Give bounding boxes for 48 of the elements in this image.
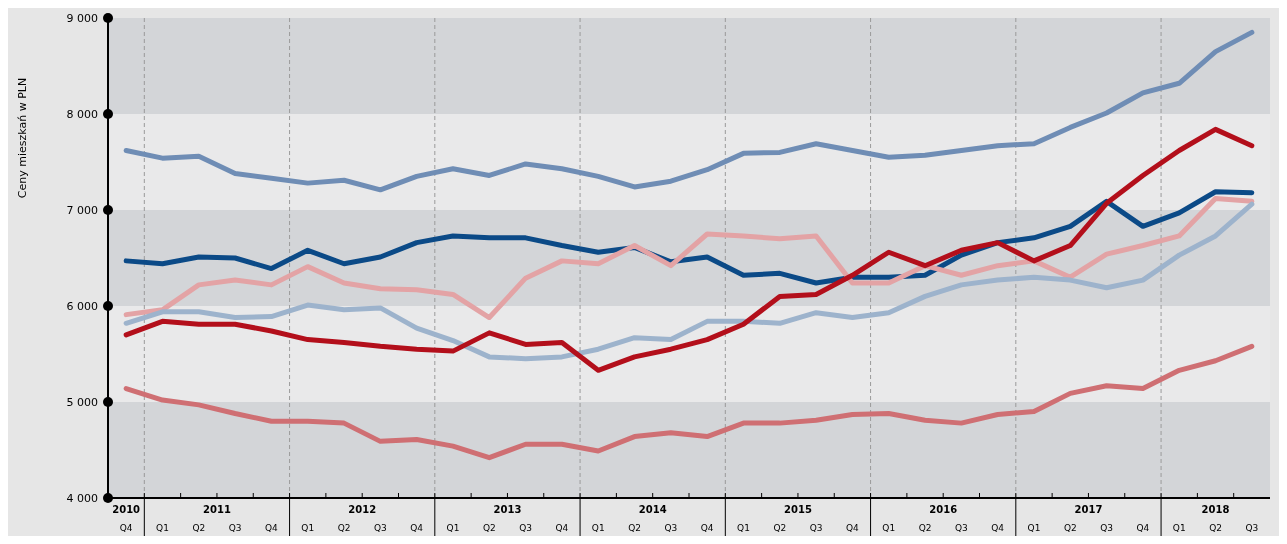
x-tick-label: Q3	[664, 523, 678, 533]
text: 2015	[784, 504, 812, 515]
x-tick-label: Q1	[1172, 523, 1186, 533]
x-tick-label: Q3	[373, 523, 387, 533]
text: 2018	[1201, 504, 1230, 515]
x-tick-label: Q4	[846, 523, 860, 533]
y-tick-label: 5 000	[66, 395, 98, 409]
x-tick-label: Q1	[301, 523, 315, 533]
x-tick-label: Q1	[1027, 523, 1041, 533]
x-tick-label: Q2	[628, 523, 641, 533]
x-tick-label: Q4	[1136, 523, 1150, 533]
x-tick-label: Q3	[519, 523, 532, 533]
text: 2013	[493, 504, 522, 515]
x-tick-label: Q2	[773, 523, 787, 533]
text: 2010	[112, 504, 141, 515]
x-tick-label: Q1	[737, 523, 750, 533]
x-tick-label: Q2	[337, 523, 351, 533]
x-tick-label: Q4	[265, 523, 279, 533]
x-tick-label: Q4	[991, 523, 1005, 533]
x-tick-label: Q2	[918, 523, 932, 533]
x-tick-label: Q2	[192, 523, 206, 533]
x-tick-label: Q1	[446, 523, 460, 533]
text: 2014	[638, 504, 667, 515]
x-tick-label: Q4	[410, 523, 424, 533]
x-tick-label: Q3	[228, 523, 242, 533]
text: 2016	[929, 504, 958, 515]
y-tick-label: 9 000	[66, 11, 98, 25]
text: 2012	[348, 504, 377, 515]
x-tick-label: Q4	[555, 523, 569, 533]
x-tick-label: Q1	[591, 523, 605, 533]
y-tick-label: 8 000	[66, 107, 98, 121]
x-tick-label: Q2	[482, 523, 496, 533]
y-axis-title: Ceny mieszkań w PLN	[16, 77, 29, 199]
x-tick-label: Q4	[700, 523, 714, 533]
x-tick-label: Q4	[119, 523, 133, 533]
y-tick-label: 7 000	[66, 203, 98, 217]
x-tick-label: Q3	[809, 523, 823, 533]
text: 2017	[1074, 504, 1103, 515]
x-tick-label: Q2	[1063, 523, 1077, 533]
y-tick-label: 4 000	[66, 491, 98, 505]
x-tick-label: Q3	[1100, 523, 1113, 533]
x-tick-label: Q3	[954, 523, 968, 533]
text: 2011	[203, 504, 231, 515]
x-tick-label: Q1	[882, 523, 896, 533]
x-tick-label: Q3	[1245, 523, 1259, 533]
x-tick-label: Q2	[1209, 523, 1222, 533]
y-tick-label: 6 000	[66, 299, 98, 313]
x-tick-label: Q1	[156, 523, 169, 533]
